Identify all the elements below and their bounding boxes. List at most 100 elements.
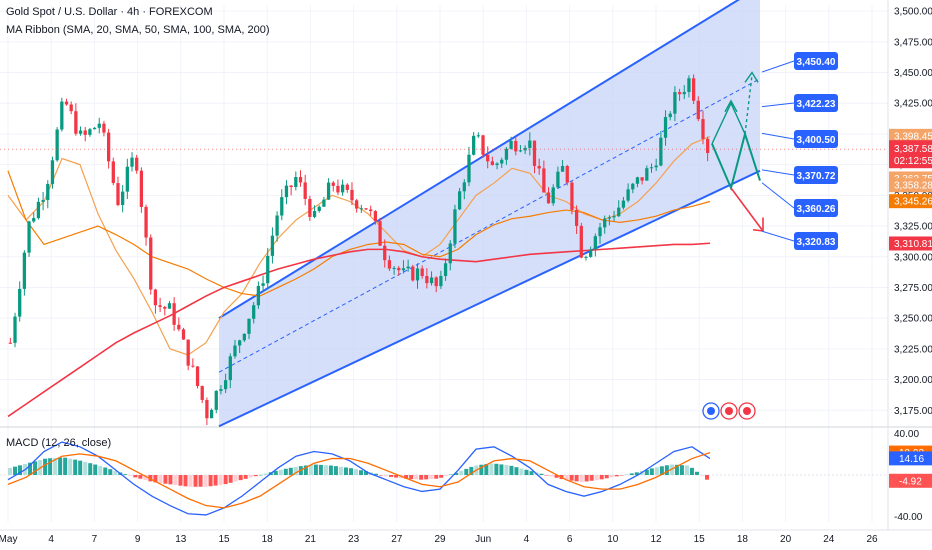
macd-histogram-bar [18, 465, 23, 475]
x-tick-label: 21 [305, 534, 317, 545]
macd-histogram-bar [464, 468, 469, 475]
macd-histogram-bar [8, 467, 13, 475]
macd-legend[interactable]: MACD (12, 26, close) [6, 437, 112, 449]
candle-body [570, 182, 574, 210]
candle-body [284, 185, 289, 198]
macd-histogram-bar [218, 475, 223, 485]
macd-histogram-bar [303, 465, 308, 475]
candle-body [27, 221, 31, 253]
y-tick-label: 3,475.00 [894, 37, 932, 48]
candle-body [289, 185, 293, 188]
x-tick-label: 27 [391, 534, 403, 545]
macd-histogram-bar [614, 475, 619, 477]
macd-histogram-bar [58, 457, 63, 475]
flag-icon[interactable] [720, 402, 738, 420]
macd-histogram-bar [564, 475, 569, 481]
annotation-label: 3,320.83 [797, 237, 836, 248]
macd-histogram-bar [389, 475, 394, 477]
macd-histogram-bar [113, 470, 118, 475]
flag-icon[interactable] [738, 402, 756, 420]
candle-body [472, 135, 476, 155]
macd-histogram-bar [333, 466, 338, 475]
macd-histogram-bar [594, 475, 599, 481]
candle-body [532, 140, 537, 166]
candle-body [336, 185, 340, 193]
macd-histogram-bar [469, 466, 474, 475]
candle-body [373, 211, 378, 222]
macd-histogram-bar [414, 475, 419, 480]
candle-body [135, 157, 139, 171]
macd-histogram-bar [524, 469, 529, 475]
macd-histogram-bar [348, 468, 353, 475]
macd-histogram-bar [98, 465, 103, 475]
macd-histogram-bar [63, 457, 68, 475]
macd-histogram-bar [699, 475, 704, 476]
ma-ribbon-legend[interactable]: MA Ribbon (SMA, 20, SMA, 50, SMA, 100, S… [6, 24, 270, 36]
macd-histogram-bar [243, 475, 248, 479]
candle-body [565, 166, 569, 183]
macd-histogram-bar [158, 475, 163, 484]
symbol-title[interactable]: Gold Spot / U.S. Dollar · 4h · FOREXCOM [6, 6, 213, 18]
candle-body [687, 78, 691, 92]
annotation-label: 3,450.40 [797, 57, 836, 68]
x-tick-label: 6 [567, 534, 573, 545]
candle-body [429, 277, 434, 284]
channel-mid-line [218, 78, 761, 373]
macd-histogram-bar [609, 475, 614, 478]
candle-body [706, 138, 710, 154]
macd-histogram-bar [308, 464, 313, 475]
current-price-label: 3,387.58 [894, 144, 932, 155]
candle-body [8, 342, 12, 344]
candle-body [205, 399, 209, 419]
annotation-label-box [794, 199, 838, 217]
candle-body [238, 340, 242, 346]
candle-body [139, 170, 144, 207]
macd-histogram-bar [203, 475, 208, 487]
candle-body [579, 225, 583, 258]
macd-histogram-bar [624, 474, 629, 475]
macd-histogram-bar [78, 460, 83, 475]
candle-body [181, 329, 186, 340]
arrow-up-icon [744, 71, 759, 83]
annotation-label-box [794, 130, 838, 148]
candle-body [542, 168, 546, 193]
macd-histogram-bar [544, 475, 549, 476]
annotation-label-box [794, 52, 838, 70]
price-tag [889, 178, 932, 193]
macd-histogram-bar [168, 475, 173, 485]
price-tag-label: 3,310.81 [894, 239, 932, 250]
macd-line [7, 441, 711, 516]
candle-body [172, 303, 176, 325]
annotation-label: 3,360.26 [797, 204, 836, 215]
candle-body [509, 140, 513, 149]
macd-y-tick-label: -40.00 [894, 512, 923, 523]
macd-histogram-bar [424, 475, 429, 480]
candle-body [266, 255, 270, 284]
candle-body [294, 177, 298, 188]
candle-body [270, 235, 275, 256]
candle-body [97, 123, 101, 128]
candle-body [111, 161, 115, 184]
macd-histogram-bar [479, 464, 484, 475]
candle-body [453, 209, 457, 244]
candle-body [209, 409, 214, 419]
candle-body [280, 197, 284, 216]
candle-body [153, 289, 158, 306]
macd-histogram-bar [384, 475, 389, 477]
macd-histogram-bar [459, 470, 464, 475]
macd-histogram-bar [153, 475, 158, 483]
annotation-leader [761, 102, 795, 108]
x-tick-label: 13 [175, 534, 187, 545]
macd-histogram-bar [213, 475, 218, 486]
annotation-leader [761, 182, 795, 209]
candle-body [462, 182, 466, 192]
candle-body [32, 218, 36, 222]
candle-body [116, 183, 120, 206]
macd-histogram-bar [278, 469, 283, 475]
y-tick-label: 3,300.00 [894, 252, 932, 263]
lightning-icon[interactable] [702, 402, 720, 420]
candle-body [392, 267, 396, 269]
macd-histogram-bar [604, 475, 609, 479]
